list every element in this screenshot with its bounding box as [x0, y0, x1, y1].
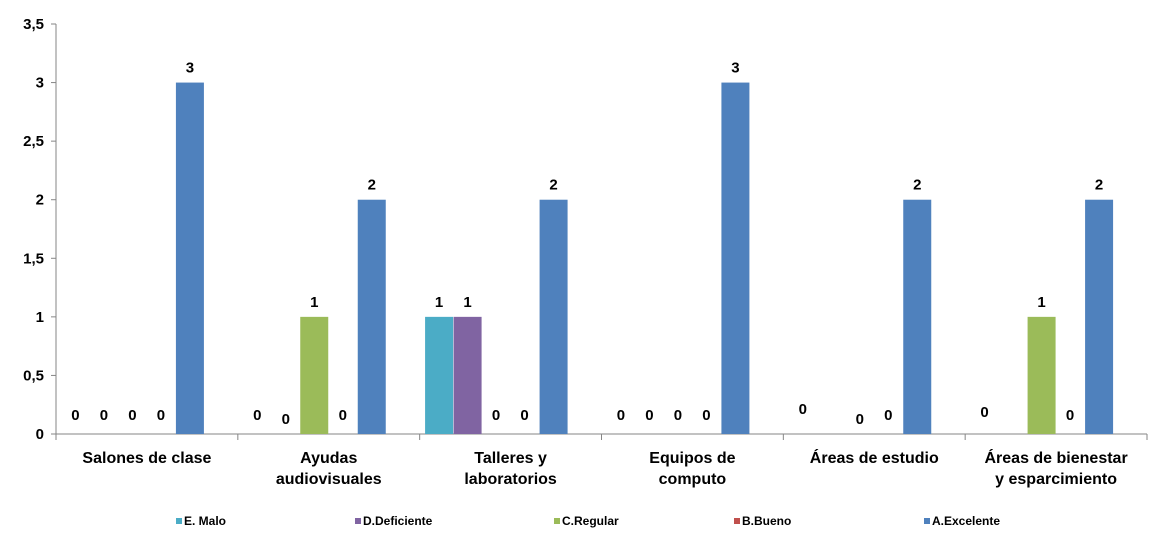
y-tick-label: 1,5 — [23, 250, 44, 267]
data-label: 3 — [186, 60, 194, 77]
category-label: Ayudas — [300, 450, 357, 467]
data-label: 0 — [157, 407, 165, 424]
legend-swatch — [355, 518, 361, 524]
y-tick-label: 3,5 — [23, 16, 44, 33]
y-tick-label: 2,5 — [23, 133, 44, 150]
data-label: 0 — [645, 407, 653, 424]
legend-swatch — [924, 518, 930, 524]
data-label: 2 — [1095, 177, 1103, 194]
category-label: Áreas de bienestar — [984, 448, 1127, 467]
category-label: Salones de clase — [82, 450, 211, 467]
data-labels: 0 0 0 0 3 0 0 1 0 2 1 1 0 0 2 0 0 0 0 3 0 0 0 2 0 1 0 2 — [71, 60, 1103, 428]
data-label: 0 — [339, 407, 347, 424]
data-label: 0 — [1066, 407, 1074, 424]
category-label: laboratorios — [464, 471, 557, 488]
category-labels: Salones de clase Ayudas audiovisuales Talle… — [82, 448, 1127, 488]
data-label: 0 — [520, 407, 528, 424]
bars — [175, 82, 1114, 435]
data-label: 1 — [310, 294, 318, 311]
legend-swatch — [734, 518, 740, 524]
legend: E. Malo D.Deficiente C.Regular B.Bueno A.Exc… — [176, 514, 1000, 528]
legend-label: A.Excelente — [932, 514, 1000, 528]
bar-aexcelente — [539, 199, 568, 434]
legend-swatch — [554, 518, 560, 524]
category-label: y esparcimiento — [995, 471, 1117, 488]
data-label: 0 — [884, 407, 892, 424]
bar-cregular — [1027, 316, 1056, 434]
data-label: 0 — [128, 407, 136, 424]
data-label: 0 — [702, 407, 710, 424]
data-label: 0 — [492, 407, 500, 424]
category-label: audiovisuales — [276, 471, 382, 488]
data-label: 0 — [282, 411, 290, 428]
bar-aexcelente — [903, 199, 932, 434]
bar-aexcelente — [175, 82, 204, 435]
bar-aexcelente — [1085, 199, 1114, 434]
data-label: 0 — [674, 407, 682, 424]
data-label: 0 — [253, 407, 261, 424]
legend-label: C.Regular — [562, 514, 619, 528]
y-tick-label: 0,5 — [23, 367, 44, 384]
data-label: 0 — [71, 407, 79, 424]
data-label: 0 — [856, 411, 864, 428]
y-tick-label: 2 — [36, 192, 44, 209]
data-label: 3 — [731, 60, 739, 77]
bar-aexcelente — [357, 199, 386, 434]
legend-swatch — [176, 518, 182, 524]
data-label: 0 — [980, 404, 988, 421]
bar-emalo — [425, 316, 454, 434]
category-label: Áreas de estudio — [810, 448, 939, 467]
data-label: 0 — [617, 407, 625, 424]
axes — [55, 24, 1148, 440]
data-label: 2 — [368, 177, 376, 194]
data-label: 0 — [100, 407, 108, 424]
category-label: Equipos de — [649, 450, 735, 467]
category-label: Talleres y — [474, 450, 547, 467]
bar-aexcelente — [721, 82, 750, 435]
y-tick-label: 3 — [36, 75, 44, 92]
y-axis-ticks: 0 0,5 1 1,5 2 2,5 3 3,5 — [23, 16, 56, 443]
data-label: 1 — [1037, 294, 1045, 311]
y-tick-label: 1 — [36, 309, 44, 326]
bar-cregular — [300, 316, 329, 434]
data-label: 0 — [799, 401, 807, 418]
y-tick-label: 0 — [36, 426, 44, 443]
data-label: 2 — [549, 177, 557, 194]
legend-label: D.Deficiente — [363, 514, 433, 528]
category-label: computo — [659, 471, 727, 488]
bar-ddeficiente — [453, 316, 482, 434]
data-label: 1 — [435, 294, 443, 311]
legend-label: E. Malo — [184, 514, 226, 528]
data-label: 2 — [913, 177, 921, 194]
legend-label: B.Bueno — [742, 514, 791, 528]
data-label: 1 — [463, 294, 471, 311]
